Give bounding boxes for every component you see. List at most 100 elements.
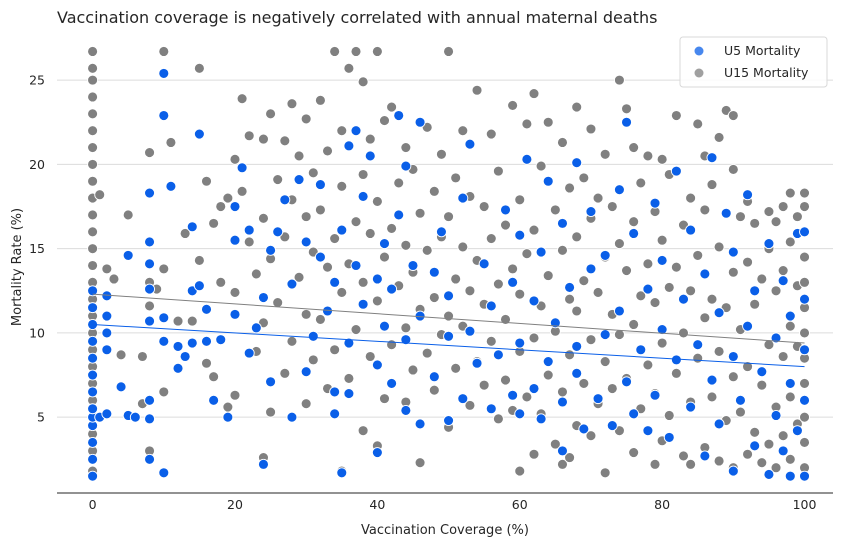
data-point	[571, 157, 583, 169]
data-point	[749, 426, 761, 438]
data-point	[742, 448, 754, 460]
data-point	[685, 192, 697, 204]
data-point	[578, 172, 590, 184]
data-point	[621, 376, 632, 388]
data-point	[336, 224, 348, 236]
trend-line	[92, 293, 805, 344]
data-point	[407, 260, 419, 271]
data-point	[350, 324, 362, 335]
data-point	[87, 209, 99, 221]
data-point	[165, 137, 177, 148]
data-point	[685, 285, 697, 297]
data-point	[229, 153, 241, 165]
data-point	[144, 394, 156, 406]
u5-series	[87, 67, 810, 482]
data-point	[642, 425, 654, 437]
data-point	[428, 292, 440, 303]
data-point	[343, 140, 355, 152]
data-point	[87, 74, 99, 86]
data-point	[478, 201, 490, 212]
data-point	[492, 413, 504, 425]
data-point	[144, 300, 156, 312]
data-point	[791, 425, 803, 437]
data-point	[564, 349, 576, 361]
legend-box	[679, 36, 828, 88]
data-point	[599, 329, 611, 341]
data-point	[613, 238, 625, 250]
data-point	[208, 217, 220, 229]
data-point	[699, 268, 711, 280]
data-point	[742, 256, 754, 268]
data-point	[122, 209, 134, 221]
data-point	[649, 458, 661, 470]
data-point	[706, 152, 718, 164]
y-tick-label: 20	[29, 157, 45, 172]
data-point	[507, 276, 519, 288]
data-point	[713, 418, 725, 430]
data-point	[485, 128, 497, 140]
data-point	[407, 364, 419, 376]
data-point	[763, 438, 775, 450]
data-point	[286, 335, 298, 347]
data-point	[642, 150, 654, 162]
data-point	[87, 108, 99, 120]
data-point	[300, 308, 312, 320]
data-point	[799, 293, 810, 305]
data-point	[87, 470, 99, 482]
data-point	[300, 211, 312, 223]
data-point	[87, 260, 99, 271]
data-point	[784, 236, 796, 248]
data-point	[713, 307, 725, 319]
data-point	[87, 369, 99, 381]
legend-label-u15: U15 Mortality	[724, 65, 809, 80]
data-point	[542, 356, 554, 368]
data-point	[293, 271, 305, 283]
data-point	[158, 386, 170, 398]
data-point	[557, 217, 568, 229]
data-point	[386, 283, 398, 295]
data-point	[799, 394, 810, 406]
data-point	[350, 125, 362, 137]
data-point	[400, 160, 412, 172]
data-point	[492, 349, 504, 361]
data-point	[329, 233, 341, 244]
data-point	[464, 325, 476, 337]
data-point	[371, 359, 383, 371]
data-point	[343, 388, 355, 400]
data-point	[713, 455, 725, 467]
data-point	[578, 275, 590, 287]
data-point	[784, 453, 796, 465]
data-point	[236, 162, 248, 174]
data-point	[87, 302, 99, 314]
data-point	[307, 330, 319, 342]
data-point	[564, 293, 576, 305]
data-point	[393, 209, 405, 221]
data-point	[777, 351, 789, 362]
data-point	[435, 226, 447, 238]
data-point	[799, 251, 810, 263]
data-point	[564, 452, 576, 464]
data-point	[464, 285, 476, 297]
data-point	[265, 406, 277, 418]
data-point	[713, 241, 725, 253]
data-point	[734, 211, 746, 223]
data-point	[265, 244, 277, 256]
data-point	[521, 118, 533, 130]
data-point	[258, 133, 269, 145]
data-point	[564, 281, 576, 293]
data-point	[172, 362, 184, 374]
data-point	[87, 386, 99, 398]
data-point	[343, 337, 355, 349]
data-point	[542, 116, 554, 128]
data-point	[507, 263, 519, 275]
data-point	[699, 450, 711, 462]
data-point	[87, 243, 99, 255]
data-point	[557, 137, 568, 148]
data-point	[300, 398, 312, 410]
data-point	[621, 116, 632, 128]
data-point	[692, 339, 704, 351]
data-point	[528, 295, 540, 307]
data-point	[158, 263, 170, 275]
data-point	[379, 115, 390, 127]
data-point	[492, 278, 504, 290]
